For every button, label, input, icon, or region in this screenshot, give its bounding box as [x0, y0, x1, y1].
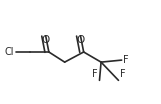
Text: F: F [92, 69, 98, 79]
Text: O: O [42, 35, 50, 45]
Text: O: O [76, 35, 85, 45]
Text: Cl: Cl [5, 47, 14, 57]
Text: F: F [123, 55, 129, 65]
Text: F: F [120, 69, 126, 79]
